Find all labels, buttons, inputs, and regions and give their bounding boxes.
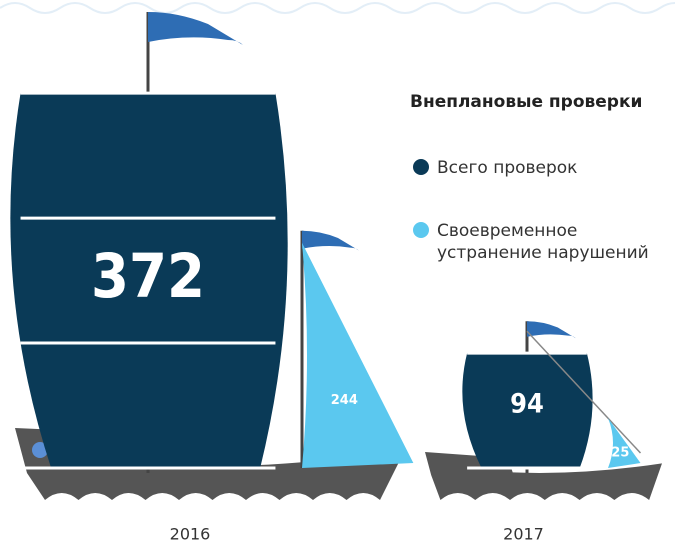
value-label: 244 [331, 393, 358, 408]
flag [148, 12, 243, 45]
x-tick-label: 2017 [503, 525, 544, 544]
value-label: 94 [510, 388, 544, 419]
flag [302, 231, 359, 251]
flag [527, 321, 576, 338]
chart: Внеплановые проверки 372 244 2016 94 25 2017 [0, 0, 675, 547]
jib-sail [302, 243, 413, 468]
x-tick-label: 2016 [170, 525, 211, 544]
chart-title: Внеплановые проверки [410, 92, 642, 112]
legend-swatch [413, 222, 429, 238]
value-label: 25 [611, 446, 629, 461]
legend-label: Всего проверок [437, 157, 577, 179]
legend-swatch [413, 159, 429, 175]
wave-decoration [0, 3, 675, 13]
jib-sail [608, 418, 641, 468]
infographic: Внеплановые проверки 372244201694252017 … [0, 0, 675, 547]
value-label: 372 [91, 242, 205, 312]
legend-label: Своевременное устранение нарушений [437, 220, 672, 264]
